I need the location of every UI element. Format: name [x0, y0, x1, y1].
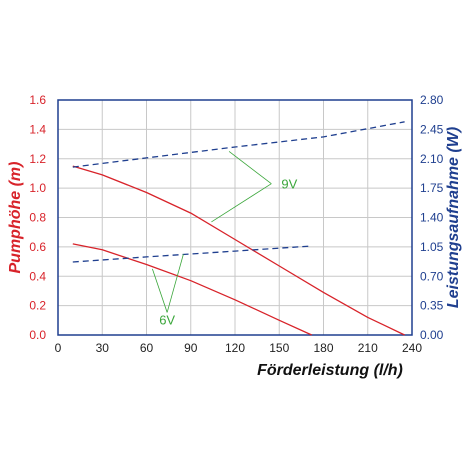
- right-tick-label: 1.75: [420, 181, 444, 195]
- x-axis-ticks: 0 30 60 90 120 150 180 210 240: [55, 341, 423, 355]
- right-tick-label: 2.10: [420, 152, 444, 166]
- x-tick-label: 90: [184, 341, 198, 355]
- left-tick-label: 1.2: [29, 152, 46, 166]
- right-tick-label: 2.80: [420, 93, 444, 107]
- right-axis-title: Leistungsaufnahme (W): [445, 127, 462, 308]
- right-tick-label: 0.35: [420, 299, 444, 313]
- x-tick-label: 60: [140, 341, 154, 355]
- left-tick-label: 0.2: [29, 299, 46, 313]
- left-axis-title: Pumphöhe (m): [7, 162, 24, 274]
- left-tick-label: 0.6: [29, 240, 46, 254]
- annotations: 9V 6V: [152, 151, 298, 327]
- right-tick-label: 0.00: [420, 328, 444, 342]
- x-tick-label: 150: [269, 341, 289, 355]
- x-axis-title: Förderleistung (l/h): [257, 362, 403, 379]
- x-tick-label: 30: [96, 341, 110, 355]
- left-tick-label: 0.8: [29, 211, 46, 225]
- annotation-pointer: [211, 183, 272, 223]
- left-axis-ticks: 0.0 0.2 0.4 0.6 0.8 1.0 1.2 1.4 1.6: [29, 93, 46, 342]
- grid-lines: [58, 100, 412, 335]
- annotation-pointer: [152, 268, 168, 313]
- series-9v-head-line: [72, 165, 405, 336]
- plot-frame: [57, 99, 413, 336]
- x-tick-label: 210: [358, 341, 378, 355]
- series-lines: [72, 121, 405, 336]
- left-tick-label: 1.0: [29, 181, 46, 195]
- x-tick-label: 120: [225, 341, 245, 355]
- x-tick-label: 180: [313, 341, 333, 355]
- left-tick-label: 1.4: [29, 122, 46, 136]
- annotation-label: 6V: [159, 312, 175, 327]
- right-tick-label: 0.70: [420, 269, 444, 283]
- series-9v-power-line: [72, 121, 405, 168]
- right-axis-ticks: 0.00 0.35 0.70 1.05 1.40 1.75 2.10 2.45 2.80: [420, 93, 444, 342]
- right-tick-label: 1.40: [420, 211, 444, 225]
- left-tick-label: 0.0: [29, 328, 46, 342]
- series-6v-power-line: [72, 245, 312, 263]
- series-6v-head-line: [72, 243, 312, 336]
- left-tick-label: 1.6: [29, 93, 46, 107]
- right-tick-label: 2.45: [420, 122, 444, 136]
- annotation-label: 9V: [281, 177, 297, 192]
- annotation-pointer: [166, 254, 184, 313]
- left-tick-label: 0.4: [29, 269, 46, 283]
- x-tick-label: 0: [55, 341, 62, 355]
- x-tick-label: 240: [402, 341, 422, 355]
- annotation-pointer: [228, 151, 272, 185]
- right-tick-label: 1.05: [420, 240, 444, 254]
